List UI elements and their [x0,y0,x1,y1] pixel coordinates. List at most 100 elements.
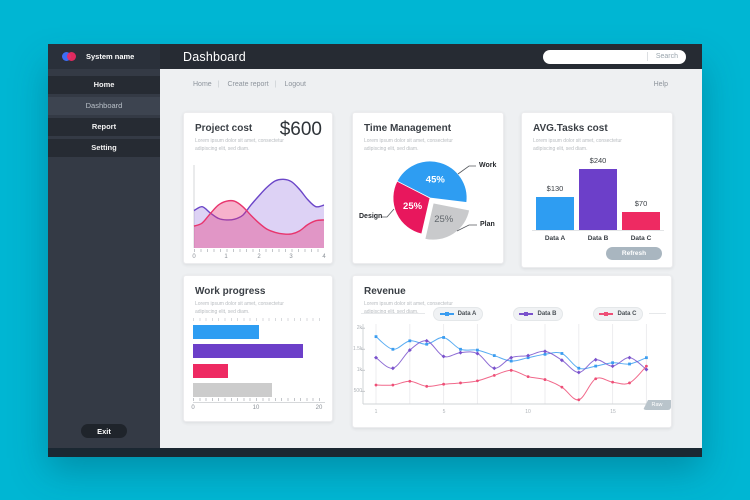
x-tick-label: 1 [224,254,228,260]
revenue-card: Revenue Lorem ipsum dolor sit amet, cons… [352,275,672,428]
card-subtitle: Lorem ipsum dolor sit amet, consectetur … [195,301,284,315]
sidebar: System name Home Dashboard Report Settin… [48,44,160,448]
card-subtitle: Lorem ipsum dolor sit amet, consectetur … [195,138,284,152]
x-tick-label: 1 [374,409,378,415]
legend-label: Data A [457,311,477,317]
svg-text:45%: 45% [426,175,446,186]
plan-leader-line [456,224,477,232]
page-title: Dashboard [183,49,246,64]
brand-name: System name [86,52,135,61]
bar-column: $130 [536,184,574,230]
x-tick-label: 3 [289,254,293,260]
bar-column: $70 [622,199,660,230]
time-management-pie-chart: 45% 25% 25% [381,160,477,241]
x-tick-label: 4 [322,254,326,260]
card-title: Revenue [364,286,406,297]
sidebar-item-dashboard[interactable]: Dashboard [48,97,160,115]
bar-data-a [536,197,574,230]
category-label: Data B [587,235,609,242]
hbar-gray [193,383,272,397]
pie-label-work: Work [479,162,497,169]
card-title: Work progress [195,286,266,297]
y-tick-label: 1.5k [353,346,363,352]
nav-logout-link[interactable]: Logout [284,81,306,88]
x-tick-label: 10 [525,409,531,415]
pie-label-design: Design [359,213,383,220]
bar-value-label: $70 [634,199,648,208]
category-labels: Data A Data B Data C [536,235,660,242]
y-tick-label: 2k [356,325,362,331]
bar-data-b [579,169,617,230]
y-tick-label: 1k [356,367,362,373]
legend-line-icon [439,312,454,316]
top-ruler [193,318,325,321]
card-title: Project cost [195,123,253,134]
x-tick-label: 20 [315,405,323,411]
x-tick-label: 2 [257,254,261,260]
project-cost-area-chart [193,165,325,248]
hbar-blue [193,325,259,339]
hbar-purple [193,344,303,358]
card-title: AVG.Tasks cost [533,123,608,134]
refresh-button[interactable]: Refresh [606,247,662,260]
x-tick-label: 15 [610,409,616,415]
svg-text:25%: 25% [434,214,454,225]
logo-icon [62,51,78,62]
legend-divider-right [649,313,666,314]
bar-data-c [622,212,660,230]
search-button[interactable]: Search [648,53,686,60]
category-label: Data A [544,235,566,242]
card-subtitle: Lorem ipsum dolor sit amet, consectetur … [364,138,453,152]
design-leader-line [381,208,395,218]
main-area: Dashboard Search Home | Create report | Lo… [160,44,702,448]
x-axis-ruler [194,249,324,252]
subnav-separator: | [217,81,220,88]
revenue-line-chart [361,324,669,405]
x-tick-label: 5 [442,409,446,415]
sidebar-nav: Home Dashboard Report Setting [48,76,160,160]
help-link[interactable]: Help [653,81,668,88]
pie-label-plan: Plan [480,221,495,228]
x-tick-label: 0 [192,254,196,260]
work-leader-line [457,165,476,175]
nav-home-link[interactable]: Home [193,81,212,88]
content: Home | Create report | Logout Help Project… [160,69,702,448]
bar-column: $240 [579,156,617,230]
legend-item-data-c[interactable]: Data C [593,307,643,321]
work-progress-card: Work progress Lorem ipsum dolor sit amet… [183,275,333,422]
card-title: Time Management [364,123,452,134]
subnav-separator: | [274,81,277,88]
sidebar-item-report[interactable]: Report [48,118,160,136]
legend-line-icon [519,312,534,316]
avg-tasks-cost-card: AVG.Tasks cost Lorem ipsum dolor sit ame… [521,112,673,268]
search-divider [646,52,648,61]
nav-create-report-link[interactable]: Create report [227,81,269,88]
category-label: Data C [630,235,652,242]
corner-tag[interactable]: Raw [643,400,671,410]
project-cost-card: Project cost Lorem ipsum dolor sit amet,… [183,112,333,264]
brand: System name [48,44,160,69]
bar-value-label: $240 [589,156,607,165]
legend-label: Data B [537,311,557,317]
x-axis-line [532,230,664,231]
sidebar-item-home[interactable]: Home [48,76,160,94]
legend-item-data-a[interactable]: Data A [433,307,483,321]
sidebar-item-setting[interactable]: Setting [48,139,160,157]
bottom-ruler [193,398,325,401]
bar-value-label: $130 [546,184,564,193]
x-axis-line [193,402,325,403]
card-subtitle: Lorem ipsum dolor sit amet, consectetur … [364,301,453,315]
hbar-pink [193,364,228,378]
search-box: Search [543,49,686,64]
y-tick-label: 500 [353,388,362,394]
exit-button[interactable]: Exit [81,424,127,438]
legend-item-data-b[interactable]: Data B [513,307,563,321]
time-management-card: Time Management Lorem ipsum dolor sit am… [352,112,504,264]
x-tick-label: 10 [252,405,260,411]
search-input[interactable] [543,49,647,64]
app-window: System name Home Dashboard Report Settin… [48,44,702,448]
card-subtitle: Lorem ipsum dolor sit amet, consectetur … [533,138,622,152]
topbar: Dashboard Search [160,44,702,69]
avg-bar-chart: $130 $240 $70 [536,153,660,230]
